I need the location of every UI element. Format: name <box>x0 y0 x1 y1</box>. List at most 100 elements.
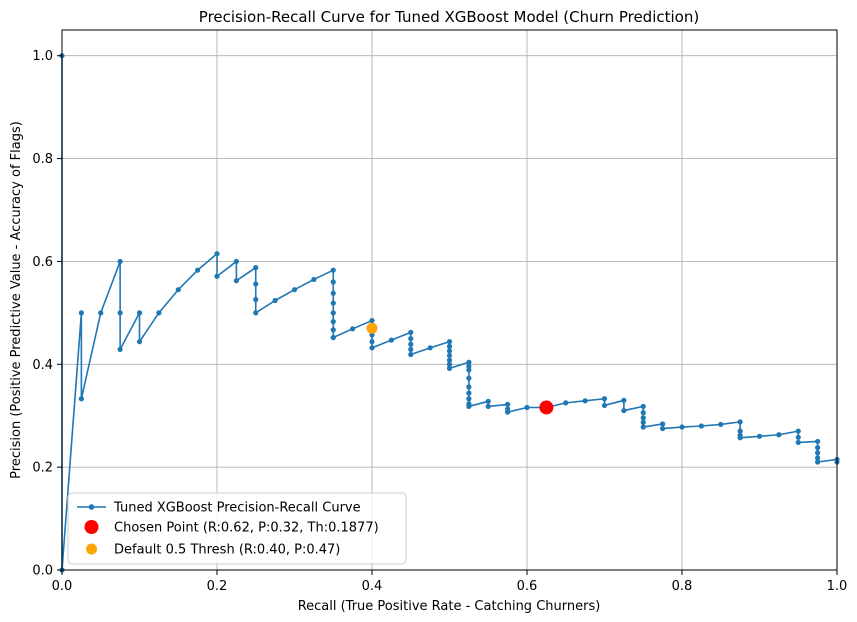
pr-curve-point <box>815 438 821 445</box>
pr-curve-point <box>718 421 724 428</box>
pr-curve-point <box>330 310 336 316</box>
pr-curve-point <box>466 375 472 381</box>
chart-title: Precision-Recall Curve for Tuned XGBoost… <box>199 8 699 26</box>
pr-curve-point <box>640 415 646 421</box>
pr-curve-point <box>78 310 84 316</box>
pr-curve-point <box>485 398 491 404</box>
pr-curve-point <box>233 258 239 265</box>
x-tick-label: 0.4 <box>362 579 383 594</box>
pr-curve-point <box>485 403 491 410</box>
pr-curve-point <box>795 439 801 446</box>
pr-curve-point <box>737 419 743 425</box>
pr-curve-point <box>446 365 453 371</box>
pr-curve-point <box>582 398 588 404</box>
default-threshold-marker <box>366 322 378 334</box>
pr-curve-point <box>253 265 259 271</box>
pr-curve-point <box>156 310 162 316</box>
pr-curve-point <box>466 390 472 396</box>
pr-curve-point <box>408 335 414 342</box>
pr-curve-point <box>408 351 414 358</box>
pr-curve-point <box>214 251 220 257</box>
pr-curve-point <box>795 434 801 440</box>
pr-curve-point <box>815 450 821 456</box>
legend-chosen-swatch <box>84 520 99 534</box>
pr-curve-point <box>369 317 375 324</box>
y-axis-ticks: 0.0 0.2 0.4 0.6 0.8 1.0 <box>32 49 62 579</box>
pr-curve-point <box>563 400 569 406</box>
pr-curve-point <box>621 407 627 414</box>
pr-curve-point <box>369 345 375 351</box>
legend-label-default: Default 0.5 Thresh (R:0.40, P:0.47) <box>114 543 340 558</box>
pr-curve-point <box>776 432 782 438</box>
pr-curve-point <box>330 319 336 325</box>
pr-curve-point <box>466 367 472 373</box>
pr-curve-point <box>330 334 336 341</box>
pr-curve-point <box>640 410 646 416</box>
pr-curve-point <box>466 359 472 365</box>
grid <box>61 30 838 571</box>
pr-curve-point <box>98 310 104 316</box>
pr-curve-point <box>369 332 375 338</box>
pr-curve-point <box>214 273 220 279</box>
pr-curve-point <box>175 287 181 293</box>
legend-label-curve: Tuned XGBoost Precision-Recall Curve <box>113 501 361 516</box>
pr-curve-point <box>136 310 143 316</box>
pr-curve-point <box>427 345 433 351</box>
x-tick-label: 0.6 <box>517 579 538 594</box>
pr-curve-point <box>524 404 530 411</box>
pr-curve-point <box>815 455 821 461</box>
pr-curve-point <box>117 258 123 265</box>
pr-curve-point <box>737 435 743 441</box>
pr-curve-point <box>330 327 336 333</box>
pr-curve-point <box>233 278 239 284</box>
legend-frame <box>67 492 407 565</box>
pr-curve-point <box>815 459 821 465</box>
pr-curve-point <box>505 409 511 415</box>
pr-curve-point <box>505 401 511 407</box>
pr-curve-point <box>756 433 763 439</box>
pr-curve-point <box>601 402 608 409</box>
pr-curve-point <box>446 339 453 345</box>
y-tick-label: 0.6 <box>32 255 53 270</box>
pr-curve-point <box>78 396 84 402</box>
x-axis-ticks: 0.0 0.2 0.4 0.6 0.8 1.0 <box>52 570 848 594</box>
pr-curve-point <box>117 346 123 352</box>
pr-curve-point <box>466 403 472 410</box>
pr-curve-point <box>737 428 743 434</box>
pr-curve-point <box>330 300 336 306</box>
pr-curve-point <box>350 326 356 332</box>
chosen-point-marker <box>539 400 554 415</box>
pr-curve-point <box>698 423 704 429</box>
pr-curve-point <box>330 290 336 296</box>
pr-curve-point <box>117 310 123 316</box>
x-tick-label: 1.0 <box>827 579 848 594</box>
pr-curve-point <box>466 384 472 390</box>
pr-curve-point <box>136 339 143 345</box>
pr-curve-point <box>408 346 414 352</box>
legend-line-dot <box>88 504 95 510</box>
x-tick-label: 0.8 <box>672 579 693 594</box>
pr-curve-point <box>679 424 685 430</box>
pr-curve-point <box>795 428 801 434</box>
pr-curve-point <box>815 445 821 451</box>
pr-curve-point <box>330 267 336 273</box>
y-tick-label: 0.2 <box>32 461 53 476</box>
y-axis-title: Precision (Positive Predictive Value - A… <box>9 121 24 479</box>
pr-curve-point <box>272 297 278 304</box>
x-axis-title: Recall (True Positive Rate - Catching Ch… <box>298 599 601 614</box>
pr-curve-point <box>640 419 646 425</box>
pr-curve-point <box>311 276 317 283</box>
pr-curve-point <box>253 281 259 287</box>
y-tick-label: 0.0 <box>32 564 53 579</box>
y-tick-label: 0.8 <box>32 152 53 167</box>
pr-curve-point <box>660 425 666 432</box>
x-tick-label: 0.2 <box>207 579 228 594</box>
pr-curve-point <box>446 348 453 354</box>
pr-curve-point <box>253 296 259 303</box>
y-tick-label: 0.4 <box>32 358 53 373</box>
pr-curve-point <box>446 357 453 363</box>
pr-curve-point <box>640 403 646 410</box>
pr-curve-point <box>621 397 627 403</box>
pr-curve-point <box>446 352 453 359</box>
